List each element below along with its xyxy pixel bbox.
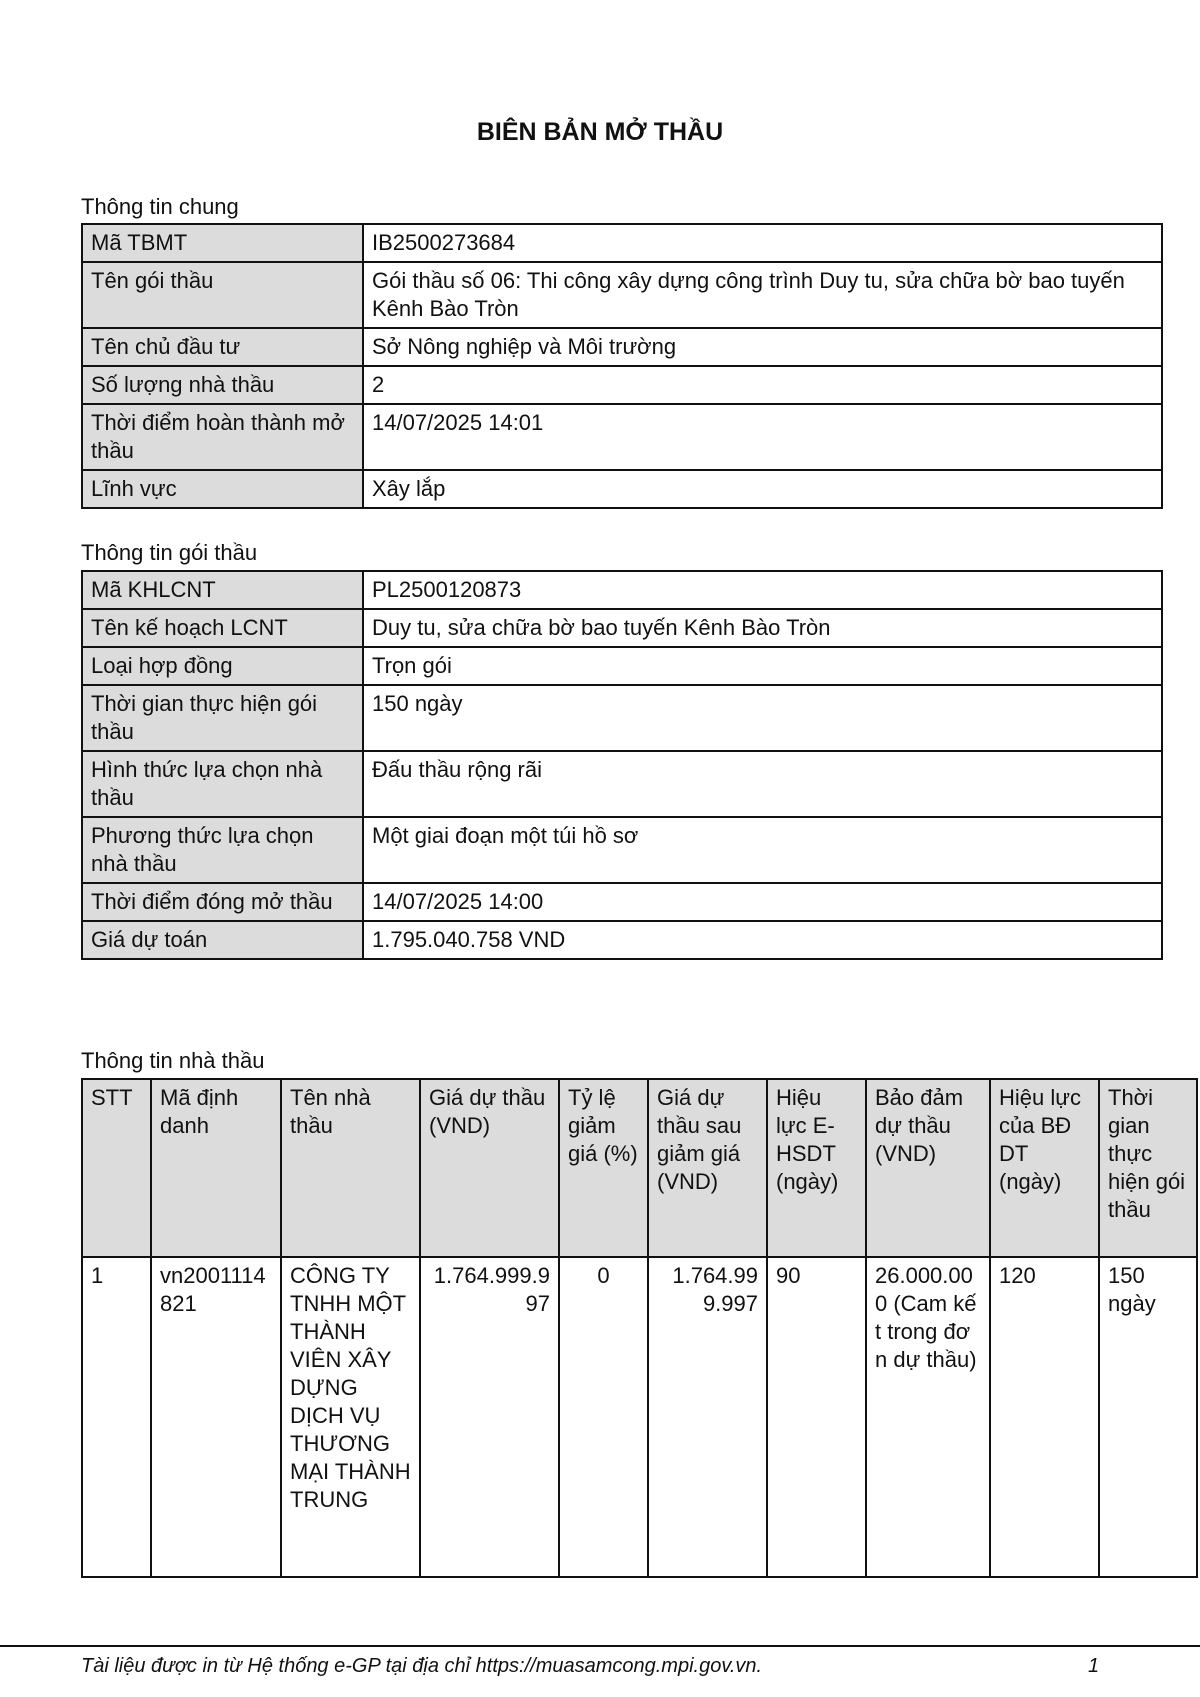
bidder-cell: 1.764.999.997 — [419, 1256, 560, 1578]
info-row: Phương thức lựa chọn nhà thầu Một giai đo… — [81, 816, 1163, 884]
info-row: Tên gói thầu Gói thầu số 06: Thi công xây… — [81, 261, 1163, 329]
field-value: 14/07/2025 14:01 — [362, 403, 1163, 471]
field-label: Tên chủ đầu tư — [81, 327, 364, 367]
info-row: Số lượng nhà thầu 2 — [81, 365, 1163, 405]
bidder-cell: vn2001114821 — [150, 1256, 282, 1578]
field-label: Hình thức lựa chọn nhà thầu — [81, 750, 364, 818]
info-row: Thời điểm hoàn thành mở thầu 14/07/2025 1… — [81, 403, 1163, 471]
bidder-cell: 150 ngày — [1098, 1256, 1198, 1578]
field-value: Trọn gói — [362, 646, 1163, 686]
field-label: Số lượng nhà thầu — [81, 365, 364, 405]
field-value: 14/07/2025 14:00 — [362, 882, 1163, 922]
field-label: Lĩnh vực — [81, 469, 364, 509]
info-row: Mã TBMT IB2500273684 — [81, 223, 1163, 263]
field-label: Mã TBMT — [81, 223, 364, 263]
bidder-cell: 1 — [81, 1256, 152, 1578]
info-row: Thời điểm đóng mở thầu 14/07/2025 14:00 — [81, 882, 1163, 922]
info-row: Thời gian thực hiện gói thầu 150 ngày — [81, 684, 1163, 752]
field-label: Giá dự toán — [81, 920, 364, 960]
column-header: Hiệu lực E-HSDT (ngày) — [766, 1078, 867, 1258]
column-header: Tên nhà thầu — [280, 1078, 421, 1258]
info-row: Hình thức lựa chọn nhà thầu Đấu thầu rộng… — [81, 750, 1163, 818]
field-label: Mã KHLCNT — [81, 570, 364, 610]
field-value: Xây lắp — [362, 469, 1163, 509]
field-label: Thời điểm hoàn thành mở thầu — [81, 403, 364, 471]
field-label: Loại hợp đồng — [81, 646, 364, 686]
field-label: Tên gói thầu — [81, 261, 364, 329]
field-value: Duy tu, sửa chữa bờ bao tuyến Kênh Bào T… — [362, 608, 1163, 648]
bidder-row: 1 vn2001114821 CÔNG TY TNHH MỘT THÀNH VIÊN… — [81, 1256, 1198, 1578]
section-bidders-label: Thông tin nhà thầu — [81, 1048, 265, 1073]
footer-divider — [0, 1645, 1200, 1647]
column-header: Giá dự thầu sau giảm giá (VND) — [647, 1078, 768, 1258]
field-value: Một giai đoạn một túi hồ sơ — [362, 816, 1163, 884]
info-row: Mã KHLCNT PL2500120873 — [81, 570, 1163, 610]
info-row: Tên kế hoạch LCNT Duy tu, sửa chữa bờ bao… — [81, 608, 1163, 648]
bidder-cell: 0 — [558, 1256, 649, 1578]
column-header: Hiệu lực của BĐ DT (ngày) — [989, 1078, 1100, 1258]
package-info-table: Mã KHLCNT PL2500120873 Tên kế hoạch LCNT Du… — [81, 570, 1163, 960]
column-header: Giá dự thầu (VND) — [419, 1078, 560, 1258]
field-value: Gói thầu số 06: Thi công xây dựng công t… — [362, 261, 1163, 329]
page-number: 1 — [1088, 1655, 1100, 1677]
field-value: 2 — [362, 365, 1163, 405]
field-label: Thời điểm đóng mở thầu — [81, 882, 364, 922]
field-value: PL2500120873 — [362, 570, 1163, 610]
field-value: 150 ngày — [362, 684, 1163, 752]
general-info-table: Mã TBMT IB2500273684 Tên gói thầu Gói thầu … — [81, 223, 1163, 509]
field-value: 1.795.040.758 VND — [362, 920, 1163, 960]
column-header: STT — [81, 1078, 152, 1258]
field-value: Sở Nông nghiệp và Môi trường — [362, 327, 1163, 367]
field-label: Phương thức lựa chọn nhà thầu — [81, 816, 364, 884]
field-label: Thời gian thực hiện gói thầu — [81, 684, 364, 752]
footer-text: Tài liệu được in từ Hệ thống e-GP tại đị… — [81, 1655, 763, 1677]
bidder-cell: 1.764.999.997 — [647, 1256, 768, 1578]
section-package-label: Thông tin gói thầu — [81, 540, 258, 565]
column-header: Tỷ lệ giảm giá (%) — [558, 1078, 649, 1258]
column-header: Bảo đảm dự thầu (VND) — [865, 1078, 991, 1258]
field-value: Đấu thầu rộng rãi — [362, 750, 1163, 818]
bidder-cell: CÔNG TY TNHH MỘT THÀNH VIÊN XÂY DỰNG DỊC… — [280, 1256, 421, 1578]
document-title: BIÊN BẢN MỞ THẦU — [476, 118, 724, 146]
info-row: Loại hợp đồng Trọn gói — [81, 646, 1163, 686]
info-row: Lĩnh vực Xây lắp — [81, 469, 1163, 509]
column-header: Mã định danh — [150, 1078, 282, 1258]
info-row: Tên chủ đầu tư Sở Nông nghiệp và Môi trườ… — [81, 327, 1163, 367]
info-row: Giá dự toán 1.795.040.758 VND — [81, 920, 1163, 960]
bidder-cell: 120 — [989, 1256, 1100, 1578]
bidders-table: STT Mã định danh Tên nhà thầu Giá dự thầu (… — [81, 1078, 1198, 1578]
bidder-cell: 26.000.000 (Cam kết trong đơn dự thầu) — [865, 1256, 991, 1578]
bidder-cell: 90 — [766, 1256, 867, 1578]
field-value: IB2500273684 — [362, 223, 1163, 263]
section-general-label: Thông tin chung — [81, 194, 239, 219]
column-header: Thời gian thực hiện gói thầu — [1098, 1078, 1198, 1258]
field-label: Tên kế hoạch LCNT — [81, 608, 364, 648]
